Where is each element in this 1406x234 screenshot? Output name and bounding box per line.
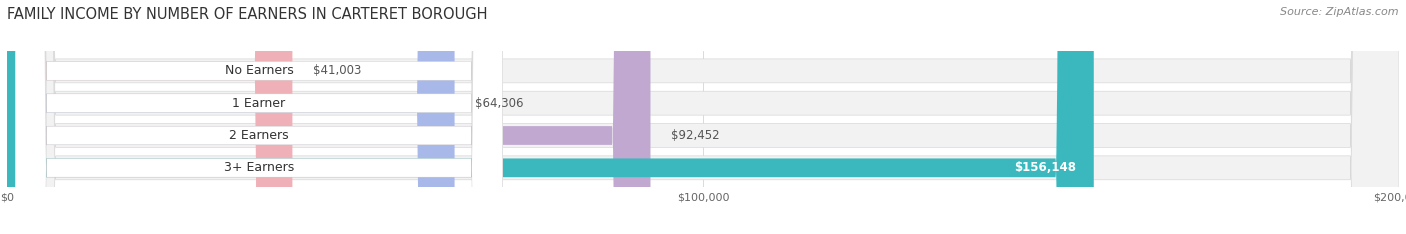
FancyBboxPatch shape bbox=[7, 0, 651, 234]
Text: $156,148: $156,148 bbox=[1014, 161, 1077, 174]
FancyBboxPatch shape bbox=[7, 0, 1399, 234]
FancyBboxPatch shape bbox=[7, 0, 454, 234]
FancyBboxPatch shape bbox=[15, 0, 502, 234]
Text: 1 Earner: 1 Earner bbox=[232, 97, 285, 110]
Text: $64,306: $64,306 bbox=[475, 97, 524, 110]
Text: FAMILY INCOME BY NUMBER OF EARNERS IN CARTERET BOROUGH: FAMILY INCOME BY NUMBER OF EARNERS IN CA… bbox=[7, 7, 488, 22]
FancyBboxPatch shape bbox=[7, 0, 1399, 234]
FancyBboxPatch shape bbox=[7, 0, 1399, 234]
Text: No Earners: No Earners bbox=[225, 64, 294, 77]
FancyBboxPatch shape bbox=[15, 0, 502, 234]
FancyBboxPatch shape bbox=[7, 0, 1094, 234]
Text: 2 Earners: 2 Earners bbox=[229, 129, 288, 142]
FancyBboxPatch shape bbox=[7, 0, 292, 234]
Text: 3+ Earners: 3+ Earners bbox=[224, 161, 294, 174]
Text: $41,003: $41,003 bbox=[314, 64, 361, 77]
Text: Source: ZipAtlas.com: Source: ZipAtlas.com bbox=[1281, 7, 1399, 17]
FancyBboxPatch shape bbox=[7, 0, 1399, 234]
FancyBboxPatch shape bbox=[15, 0, 502, 234]
Text: $92,452: $92,452 bbox=[671, 129, 720, 142]
FancyBboxPatch shape bbox=[15, 0, 502, 234]
